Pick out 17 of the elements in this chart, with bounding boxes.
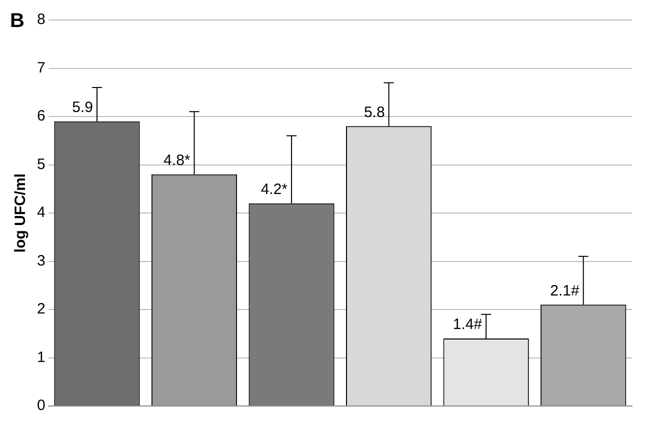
y-tick-label: 8	[37, 11, 46, 28]
y-tick-label: 6	[37, 108, 46, 125]
data-label: 1.4#	[452, 316, 483, 334]
data-label: 5.9	[72, 98, 93, 116]
y-tick-label: 4	[37, 204, 46, 222]
y-tick-label: 3	[37, 252, 46, 270]
y-tick-label: 1	[37, 348, 46, 366]
y-axis-title: log UFC/ml	[12, 173, 30, 253]
data-label: 4.2*	[260, 180, 288, 198]
data-label: 4.8*	[164, 152, 190, 170]
data-label: 5.8	[364, 104, 385, 121]
y-tick-label: 5	[37, 156, 46, 173]
y-tick-label: 7	[37, 59, 46, 76]
data-label: 2.1#	[550, 282, 580, 300]
y-tick-label: 0	[37, 397, 46, 414]
y-tick-label: 2	[37, 300, 46, 318]
text: B	[10, 10, 24, 33]
